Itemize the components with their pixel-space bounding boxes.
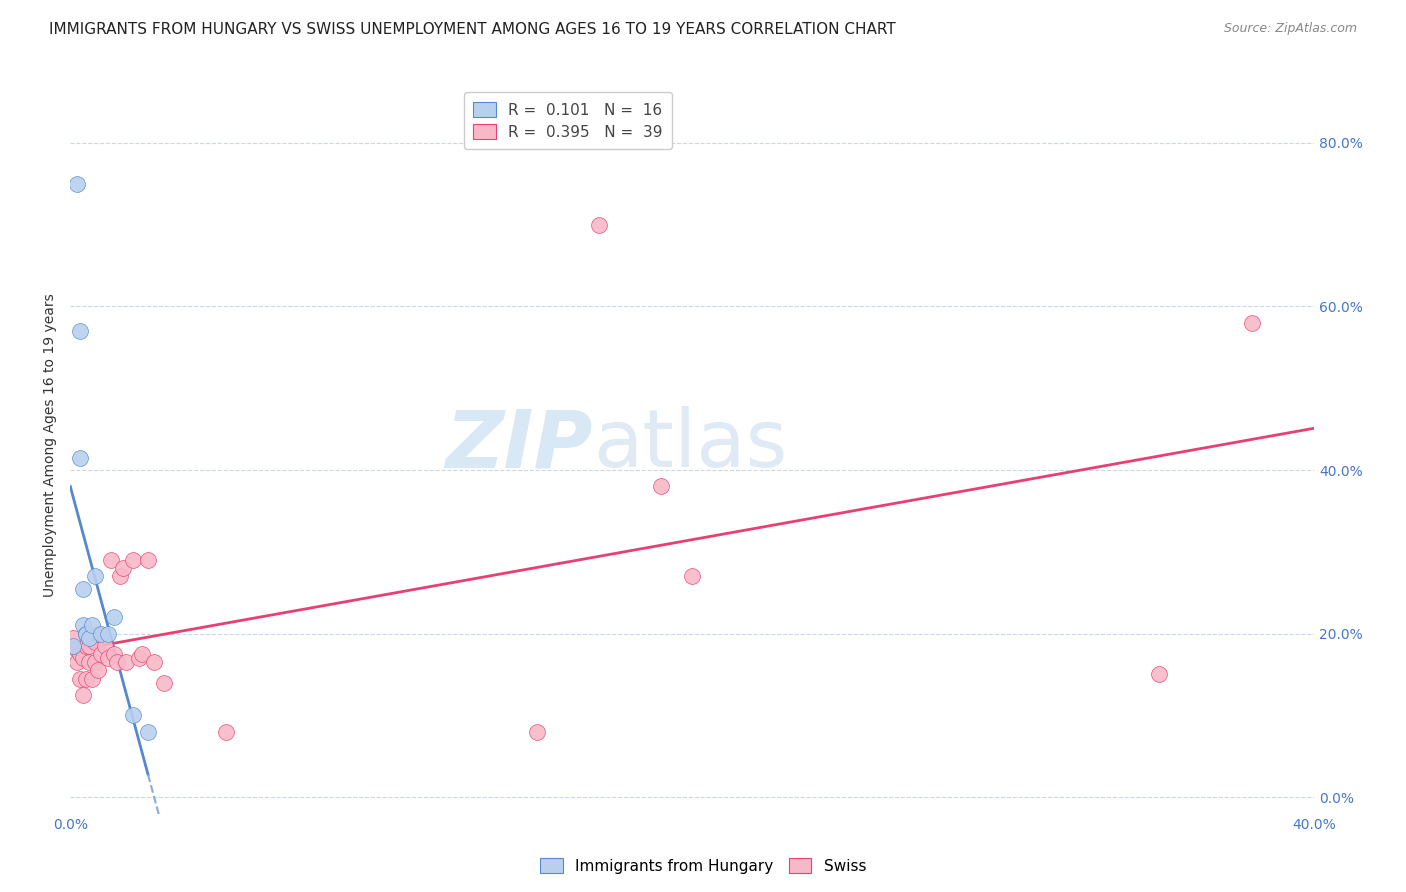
Point	[108, 569, 131, 583]
Legend: Immigrants from Hungary, Swiss: Immigrants from Hungary, Swiss	[534, 852, 872, 880]
Text: Source: ZipAtlas.com: Source: ZipAtlas.com	[1223, 22, 1357, 36]
Point	[65, 655, 87, 669]
Point	[65, 177, 87, 191]
Point	[72, 688, 94, 702]
Point	[75, 626, 97, 640]
Point	[72, 582, 94, 596]
Point	[62, 631, 84, 645]
Point	[143, 655, 166, 669]
Point	[80, 672, 103, 686]
Point	[128, 651, 150, 665]
Point	[72, 651, 94, 665]
Point	[136, 553, 159, 567]
Point	[121, 708, 143, 723]
Point	[69, 672, 91, 686]
Point	[121, 553, 143, 567]
Point	[62, 639, 84, 653]
Point	[131, 647, 153, 661]
Point	[80, 618, 103, 632]
Point	[103, 647, 125, 661]
Point	[650, 479, 672, 493]
Point	[84, 655, 107, 669]
Point	[97, 651, 120, 665]
Point	[681, 569, 703, 583]
Y-axis label: Unemployment Among Ages 16 to 19 years: Unemployment Among Ages 16 to 19 years	[44, 293, 58, 598]
Point	[87, 626, 110, 640]
Point	[152, 675, 174, 690]
Point	[1147, 667, 1170, 681]
Point	[80, 631, 103, 645]
Point	[77, 631, 100, 645]
Text: ZIP: ZIP	[446, 407, 593, 484]
Point	[103, 610, 125, 624]
Text: IMMIGRANTS FROM HUNGARY VS SWISS UNEMPLOYMENT AMONG AGES 16 TO 19 YEARS CORRELAT: IMMIGRANTS FROM HUNGARY VS SWISS UNEMPLO…	[49, 22, 896, 37]
Point	[75, 626, 97, 640]
Point	[75, 639, 97, 653]
Point	[84, 569, 107, 583]
Point	[69, 324, 91, 338]
Point	[77, 639, 100, 653]
Point	[136, 724, 159, 739]
Point	[69, 647, 91, 661]
Point	[97, 626, 120, 640]
Point	[87, 664, 110, 678]
Point	[65, 643, 87, 657]
Point	[75, 672, 97, 686]
Point	[1240, 316, 1263, 330]
Point	[84, 634, 107, 648]
Point	[115, 655, 138, 669]
Point	[105, 655, 128, 669]
Point	[526, 724, 548, 739]
Point	[112, 561, 135, 575]
Point	[588, 218, 610, 232]
Text: atlas: atlas	[593, 407, 787, 484]
Point	[90, 647, 112, 661]
Point	[72, 618, 94, 632]
Legend: R =  0.101   N =  16, R =  0.395   N =  39: R = 0.101 N = 16, R = 0.395 N = 39	[464, 93, 672, 149]
Point	[77, 655, 100, 669]
Point	[90, 626, 112, 640]
Point	[93, 639, 115, 653]
Point	[215, 724, 238, 739]
Point	[100, 553, 122, 567]
Point	[69, 450, 91, 465]
